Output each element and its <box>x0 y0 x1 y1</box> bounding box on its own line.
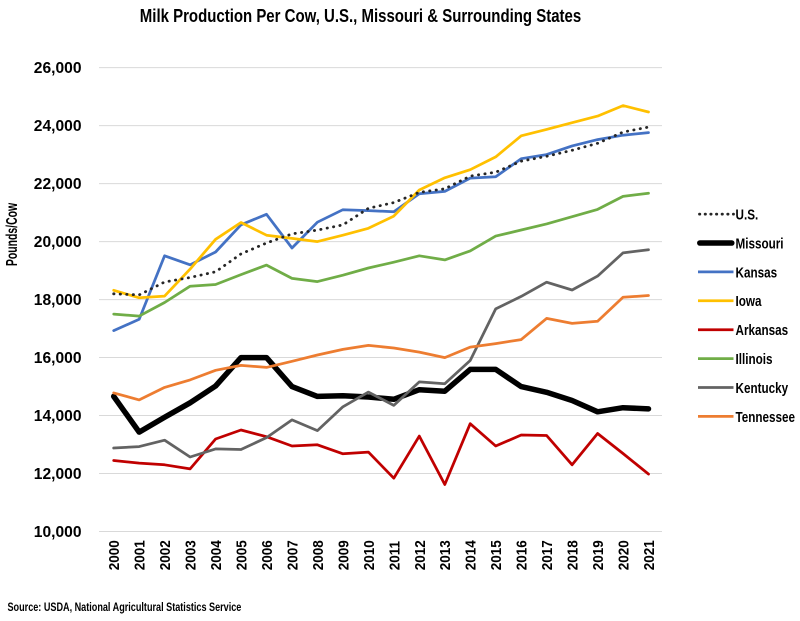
svg-text:2009: 2009 <box>336 540 353 570</box>
svg-text:Kentucky: Kentucky <box>736 380 789 397</box>
svg-text:10,000: 10,000 <box>34 524 82 541</box>
svg-text:2007: 2007 <box>285 540 302 570</box>
svg-text:Milk Production Per Cow, U.S.,: Milk Production Per Cow, U.S., Missouri … <box>140 6 581 27</box>
svg-text:2008: 2008 <box>310 540 327 570</box>
svg-text:2019: 2019 <box>590 540 607 570</box>
svg-text:2010: 2010 <box>361 540 378 570</box>
svg-text:2002: 2002 <box>157 540 174 570</box>
svg-text:24,000: 24,000 <box>34 118 82 135</box>
svg-text:12,000: 12,000 <box>34 466 82 483</box>
svg-text:Kansas: Kansas <box>736 264 778 281</box>
svg-text:Illinois: Illinois <box>736 351 773 368</box>
svg-text:16,000: 16,000 <box>34 350 82 367</box>
svg-text:U.S.: U.S. <box>736 206 759 223</box>
svg-text:2018: 2018 <box>565 540 582 570</box>
svg-text:2015: 2015 <box>489 540 506 570</box>
svg-text:2020: 2020 <box>616 540 633 570</box>
svg-text:2013: 2013 <box>438 540 455 570</box>
svg-text:2012: 2012 <box>412 540 429 570</box>
svg-text:Iowa: Iowa <box>736 293 762 310</box>
svg-text:Tennessee: Tennessee <box>736 408 796 425</box>
svg-text:2014: 2014 <box>463 540 480 570</box>
svg-text:Pounds/Cow: Pounds/Cow <box>3 202 21 266</box>
svg-text:14,000: 14,000 <box>34 408 82 425</box>
svg-text:2016: 2016 <box>514 540 531 570</box>
svg-text:18,000: 18,000 <box>34 292 82 309</box>
svg-text:2003: 2003 <box>183 540 200 570</box>
svg-text:20,000: 20,000 <box>34 234 82 251</box>
svg-text:2017: 2017 <box>539 540 556 570</box>
svg-text:2021: 2021 <box>641 540 658 570</box>
svg-text:2005: 2005 <box>234 540 251 570</box>
svg-text:Source: USDA, National Agricul: Source: USDA, National Agricultural Stat… <box>8 601 242 615</box>
svg-text:22,000: 22,000 <box>34 176 82 193</box>
svg-text:2001: 2001 <box>132 540 149 570</box>
svg-text:2000: 2000 <box>107 540 124 570</box>
svg-text:2011: 2011 <box>387 541 404 570</box>
svg-text:2004: 2004 <box>208 540 225 570</box>
svg-text:Missouri: Missouri <box>736 235 784 252</box>
svg-text:26,000: 26,000 <box>34 60 82 77</box>
svg-text:Arkansas: Arkansas <box>736 322 789 339</box>
svg-text:2006: 2006 <box>259 540 276 570</box>
